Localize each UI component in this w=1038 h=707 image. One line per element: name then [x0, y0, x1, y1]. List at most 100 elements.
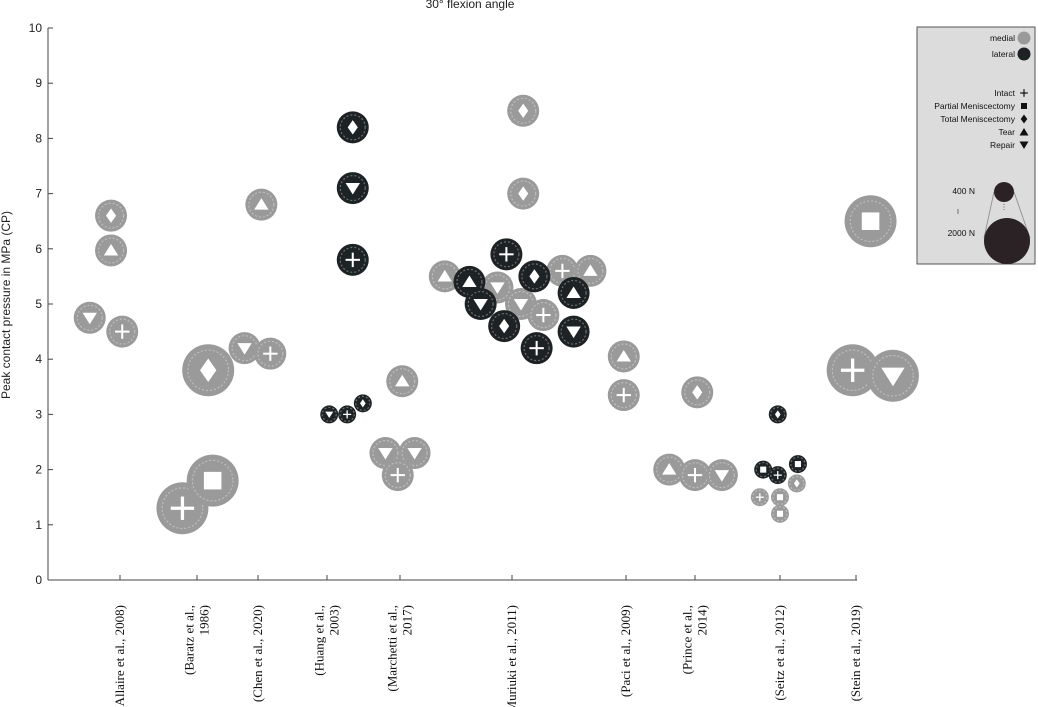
legend-size-large	[984, 218, 1030, 264]
point-marker	[499, 318, 510, 334]
point-marker	[773, 471, 782, 480]
legend-side-label: medial	[990, 33, 1015, 43]
size-guide-line	[983, 191, 995, 239]
data-point	[95, 199, 128, 232]
point-marker	[616, 387, 631, 403]
legend-side-label: lateral	[992, 49, 1015, 59]
point-marker	[103, 243, 119, 256]
legend-condition-label: Intact	[994, 88, 1015, 98]
point-marker	[395, 374, 410, 387]
y-tick-label: 2	[35, 463, 42, 477]
data-point	[507, 177, 540, 210]
point-marker	[378, 448, 393, 460]
point-marker	[583, 264, 598, 276]
data-point	[320, 405, 339, 424]
point-marker	[473, 298, 488, 311]
data-point	[557, 315, 590, 348]
axes: 0 1 2 3 4 5 6 7 8 9 10 (Allaire et al., 2008) (Barat…	[29, 21, 863, 707]
y-tick-label: 7	[35, 187, 42, 201]
data-point	[527, 299, 560, 332]
data-point	[705, 459, 738, 492]
data-point	[488, 310, 521, 343]
point-marker	[325, 411, 334, 419]
point-marker	[840, 358, 865, 382]
point-marker	[170, 496, 195, 520]
data-point	[557, 276, 590, 309]
x-tick-label: (Prince et al.,	[680, 605, 695, 674]
point-marker	[237, 343, 252, 355]
x-tick-label: (Marchetti et al.,	[385, 605, 400, 692]
data-point	[866, 349, 919, 402]
data-point	[788, 455, 807, 474]
x-tick-label: (Chen et al., 2020)	[250, 605, 265, 702]
data-point	[754, 460, 773, 479]
point-marker	[513, 298, 529, 311]
point-marker	[203, 471, 222, 490]
y-tick-label: 10	[29, 21, 43, 35]
x-tick-label: (Baratz et al.,	[182, 605, 197, 675]
point-marker	[536, 307, 551, 323]
point-marker	[776, 510, 784, 517]
data-point	[386, 365, 419, 398]
x-tick-label: (Seitz et al., 2012)	[772, 605, 787, 701]
data-point	[771, 488, 789, 507]
point-marker	[407, 448, 422, 460]
data-point	[771, 504, 789, 523]
point-marker	[687, 467, 703, 483]
point-marker	[345, 183, 360, 195]
legend-size-small	[994, 182, 1014, 202]
legend-condition-label: Repair	[990, 140, 1015, 150]
x-tick-label: (Allaire et al., 2008)	[112, 605, 127, 707]
point-marker	[566, 286, 581, 298]
point-marker	[755, 493, 764, 502]
data-point	[681, 376, 714, 409]
data-point	[490, 238, 523, 271]
y-tick-label: 9	[35, 76, 42, 90]
data-point	[507, 94, 540, 127]
legend-size-label: 400 N	[952, 186, 975, 196]
y-tick-label: 0	[35, 573, 42, 587]
point-marker	[390, 467, 405, 483]
data-point	[607, 379, 640, 412]
data-point	[574, 254, 607, 287]
x-tick-label: (Stein et al., 2019)	[848, 605, 863, 701]
point-marker	[106, 208, 117, 223]
point-marker	[499, 247, 514, 262]
data-point	[245, 188, 278, 221]
y-tick-label: 6	[35, 242, 42, 256]
data-point	[750, 488, 769, 507]
legend-condition-marker	[1021, 103, 1027, 109]
legend-condition-marker	[1019, 141, 1029, 149]
legend-condition-label: Tear	[998, 127, 1015, 137]
data-point	[186, 454, 239, 507]
data-point	[381, 459, 414, 492]
point-marker	[861, 212, 880, 230]
point-marker	[518, 103, 529, 118]
point-marker	[115, 324, 130, 339]
point-marker	[776, 494, 784, 501]
data-point	[518, 260, 551, 293]
x-tick-label: 2014)	[695, 605, 710, 635]
data-point	[353, 394, 372, 413]
x-tick-label: 1986)	[197, 605, 212, 635]
y-tick-label: 3	[35, 407, 42, 421]
legend-side-swatch	[1017, 47, 1031, 61]
point-marker	[774, 410, 781, 419]
point-marker	[881, 367, 905, 387]
legend: medial lateral Intact Partial Meniscectomy T…	[916, 26, 1036, 265]
point-marker	[714, 470, 730, 482]
data-point	[182, 344, 235, 397]
point-marker	[794, 461, 801, 468]
y-tick-label: 1	[35, 518, 42, 532]
data-point	[336, 243, 369, 276]
y-tick-label: 4	[35, 352, 42, 366]
y-tick-label: 5	[35, 297, 42, 311]
point-marker	[82, 312, 97, 325]
point-marker	[345, 252, 360, 268]
point-marker	[662, 463, 677, 475]
data-point	[338, 405, 357, 424]
point-marker	[692, 385, 703, 400]
point-marker	[760, 466, 767, 473]
data-point	[844, 195, 897, 248]
